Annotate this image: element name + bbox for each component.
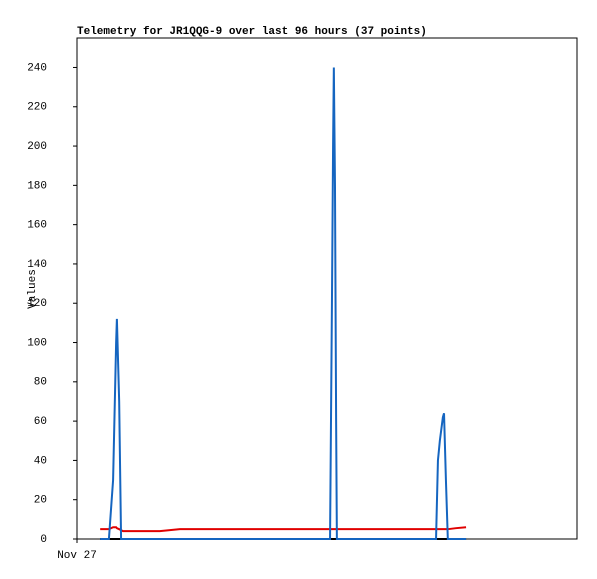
y-tick-label: 60 <box>34 416 47 428</box>
y-tick-label: 220 <box>27 102 47 114</box>
y-tick-label: 100 <box>27 337 47 349</box>
series-line <box>100 67 467 540</box>
y-tick-label: 0 <box>40 534 47 546</box>
y-tick-label: 140 <box>27 259 47 271</box>
y-tick-label: 160 <box>27 220 47 232</box>
y-axis-label: Values <box>27 269 39 309</box>
y-tick-label: 240 <box>27 62 47 74</box>
chart-title: Telemetry for JR1QQG-9 over last 96 hour… <box>77 26 427 38</box>
y-tick-label: 20 <box>34 495 47 507</box>
y-tick-label: 120 <box>27 298 47 310</box>
x-tick-label: Nov 27 <box>57 550 97 562</box>
series-line <box>100 526 467 533</box>
y-tick-label: 40 <box>34 455 47 467</box>
y-tick-label: 80 <box>34 377 47 389</box>
y-tick-label: 200 <box>27 141 47 153</box>
y-tick-label: 180 <box>27 180 47 192</box>
plot-frame <box>76 37 578 540</box>
